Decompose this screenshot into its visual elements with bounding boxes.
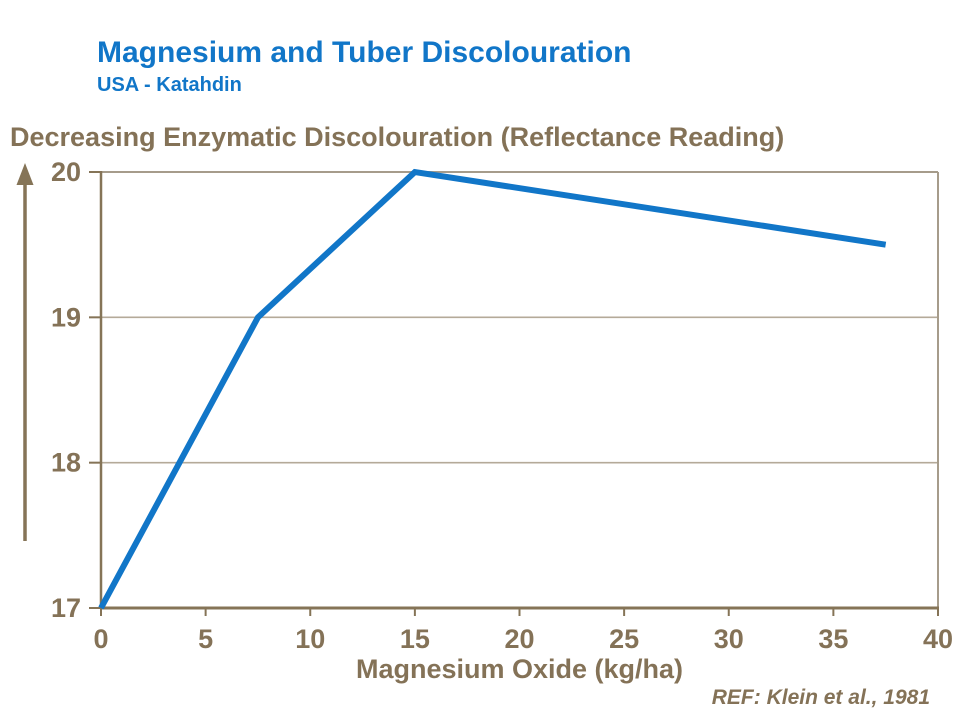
- x-tick-label: 25: [609, 624, 639, 654]
- x-axis-title: Magnesium Oxide (kg/ha): [355, 654, 684, 684]
- page-title: Magnesium and Tuber Discolouration: [97, 36, 632, 69]
- y-axis-title: Decreasing Enzymatic Discolouration (Ref…: [10, 122, 785, 152]
- data-line-reflectance: [98, 168, 887, 610]
- y-tick-label: 20: [51, 157, 81, 187]
- y-tick-label: 19: [51, 302, 81, 332]
- x-tick-label: 20: [504, 624, 534, 654]
- up-arrow-head-icon: [16, 163, 34, 185]
- x-tick-label: 0: [93, 624, 108, 654]
- reference-note: REF: Klein et al., 1981: [711, 686, 930, 709]
- y-tick-label: 18: [51, 448, 81, 478]
- x-tick-label: 35: [818, 624, 848, 654]
- x-tick-label: 30: [714, 624, 744, 654]
- x-tick-label: 40: [923, 624, 953, 654]
- x-tick-label: 10: [295, 624, 325, 654]
- x-tick-label: 15: [400, 624, 430, 654]
- x-tick-label: 5: [198, 624, 213, 654]
- page-subtitle: USA - Katahdin: [97, 74, 242, 96]
- y-tick-label: 17: [51, 593, 81, 623]
